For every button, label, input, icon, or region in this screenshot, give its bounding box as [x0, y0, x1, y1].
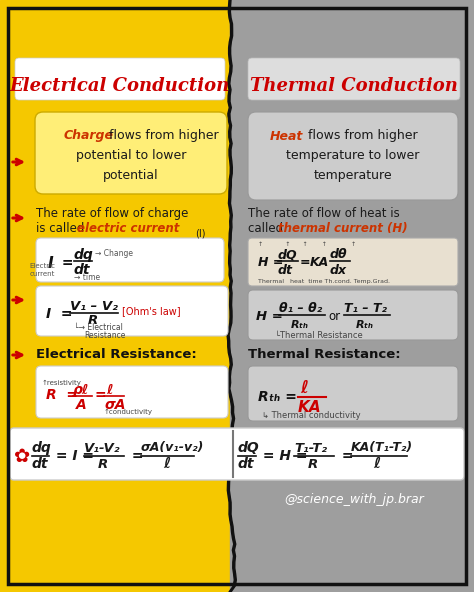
Text: θ₁ – θ₂: θ₁ – θ₂: [279, 301, 322, 314]
Text: =: =: [95, 388, 107, 402]
Text: ↑resistivity: ↑resistivity: [42, 380, 82, 386]
Text: Electrical Conduction: Electrical Conduction: [10, 77, 230, 95]
Text: Electrical Resistance:: Electrical Resistance:: [36, 348, 197, 361]
Text: KA(T₁-T₂): KA(T₁-T₂): [351, 442, 413, 455]
Text: dx: dx: [330, 263, 347, 276]
Text: or: or: [328, 310, 340, 323]
Bar: [0, 0, 230, 592]
Text: dQ: dQ: [278, 249, 298, 262]
Text: dt: dt: [238, 457, 255, 471]
Text: electric current: electric current: [77, 222, 179, 235]
Text: T₁-T₂: T₁-T₂: [294, 442, 327, 455]
Text: thermal current (H): thermal current (H): [278, 222, 408, 235]
Text: =: =: [337, 449, 354, 463]
Text: Heat: Heat: [270, 130, 303, 143]
Text: dq: dq: [74, 248, 94, 262]
Text: flows from higher: flows from higher: [304, 130, 418, 143]
Text: └Thermal Resistance: └Thermal Resistance: [275, 330, 363, 339]
Text: I: I: [48, 256, 54, 271]
Text: → Change: → Change: [95, 249, 133, 259]
FancyBboxPatch shape: [248, 112, 458, 200]
Text: @science_with_jp.brar: @science_with_jp.brar: [284, 494, 424, 507]
Text: potential to lower: potential to lower: [76, 150, 186, 162]
Text: R  =: R =: [46, 388, 78, 402]
Text: Thermal   heat  time Th.cond. Temp.Grad.: Thermal heat time Th.cond. Temp.Grad.: [258, 278, 390, 284]
FancyBboxPatch shape: [248, 58, 460, 100]
Text: dt: dt: [278, 263, 293, 276]
Text: Thermal Resistance:: Thermal Resistance:: [248, 348, 401, 361]
Text: is called: is called: [36, 222, 88, 235]
Text: dQ: dQ: [238, 441, 260, 455]
Text: KA: KA: [310, 256, 329, 269]
Text: ↑conductivity: ↑conductivity: [104, 409, 153, 415]
Text: Rₜₕ: Rₜₕ: [291, 320, 309, 330]
Text: Rₜₕ: Rₜₕ: [356, 320, 374, 330]
Text: [Ohm's law]: [Ohm's law]: [122, 306, 181, 316]
Text: I  =: I =: [46, 307, 73, 321]
Text: ℓ: ℓ: [163, 456, 170, 471]
Text: Thermal Conduction: Thermal Conduction: [250, 77, 458, 95]
Text: T₁ – T₂: T₁ – T₂: [344, 301, 387, 314]
FancyBboxPatch shape: [36, 286, 228, 336]
FancyBboxPatch shape: [35, 112, 227, 194]
Text: ↑           ↑      ↑       ↑            ↑: ↑ ↑ ↑ ↑ ↑: [258, 242, 356, 246]
FancyBboxPatch shape: [248, 290, 458, 340]
FancyBboxPatch shape: [36, 366, 228, 418]
Text: dθ: dθ: [330, 249, 347, 262]
Text: σA: σA: [104, 398, 126, 412]
Text: R: R: [88, 314, 98, 327]
Text: Electric
current: Electric current: [29, 263, 55, 276]
Text: Charge: Charge: [64, 130, 114, 143]
Text: dq: dq: [32, 441, 52, 455]
Text: = I =: = I =: [51, 449, 94, 463]
FancyBboxPatch shape: [15, 58, 225, 100]
FancyBboxPatch shape: [10, 428, 464, 480]
Text: Resistance: Resistance: [84, 330, 126, 339]
Text: ℓ: ℓ: [300, 379, 308, 397]
Text: potential: potential: [103, 169, 159, 182]
Text: V₁ – V₂: V₁ – V₂: [70, 301, 118, 314]
Text: dt: dt: [74, 263, 91, 277]
Text: =: =: [300, 256, 310, 269]
Text: V₁-V₂: V₁-V₂: [84, 442, 120, 455]
Text: called: called: [248, 222, 287, 235]
Text: H =: H =: [256, 310, 283, 323]
Text: The rate of flow of heat is: The rate of flow of heat is: [248, 207, 400, 220]
Text: temperature: temperature: [314, 169, 392, 182]
Text: = H =: = H =: [258, 449, 308, 463]
Text: R: R: [308, 458, 318, 471]
Text: KA: KA: [298, 401, 322, 416]
Text: =: =: [57, 256, 73, 270]
FancyBboxPatch shape: [36, 238, 224, 282]
Text: A: A: [76, 398, 87, 412]
Text: (I): (I): [195, 228, 206, 238]
FancyBboxPatch shape: [248, 366, 458, 421]
Text: The rate of flow of charge: The rate of flow of charge: [36, 207, 188, 220]
Text: └→ Electrical: └→ Electrical: [74, 323, 123, 332]
Text: flows from higher: flows from higher: [105, 130, 219, 143]
Text: temperature to lower: temperature to lower: [286, 150, 419, 162]
Text: dt: dt: [32, 457, 48, 471]
Text: ℓ: ℓ: [106, 383, 112, 397]
Text: H =: H =: [258, 256, 283, 269]
Text: σA(v₁-v₂): σA(v₁-v₂): [141, 442, 204, 455]
Text: R: R: [98, 458, 108, 471]
Text: ✿: ✿: [14, 446, 30, 465]
Bar: [230, 0, 474, 592]
Text: ℓ: ℓ: [373, 456, 380, 471]
Text: → time: → time: [74, 272, 100, 282]
FancyBboxPatch shape: [248, 238, 458, 286]
Text: ↳ Thermal conductivity: ↳ Thermal conductivity: [262, 410, 361, 420]
Text: ρℓ: ρℓ: [73, 383, 90, 397]
Text: =: =: [127, 449, 144, 463]
Text: Rₜₕ =: Rₜₕ =: [258, 390, 297, 404]
